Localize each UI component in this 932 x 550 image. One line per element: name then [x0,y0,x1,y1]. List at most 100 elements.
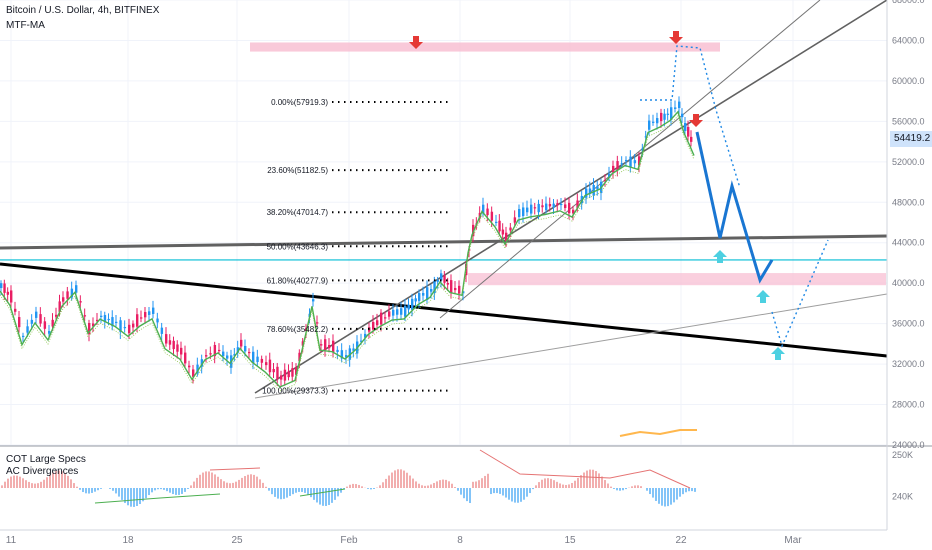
candle-body [340,350,344,359]
candle-body [588,188,592,194]
candle-body [295,367,298,375]
time-tick-label: 18 [122,535,134,546]
price-tick-label: 60000.0 [892,76,925,86]
resistance-zone [250,42,720,52]
symbol-title: Bitcoin / U.S. Dollar, 4h, BITFINEX [6,5,160,16]
candle-body [0,283,3,288]
candle-body [22,335,25,338]
candle-body [123,326,127,329]
candle-body [236,347,240,353]
candle-body [526,207,529,213]
candle-body [364,333,367,338]
buy-arrow-icon [771,347,785,360]
candle-body [172,340,175,350]
candle-body [545,203,548,211]
candle-body [592,184,595,196]
price-tick-label: 44000.0 [892,238,925,248]
fib-level-label: 50.00%(43646.3) [267,242,329,251]
candle-body [687,127,690,137]
candle-body [458,285,461,294]
candle-body [268,359,272,373]
candle-body [260,358,264,363]
candle-body [400,308,403,315]
candle-body [265,362,268,366]
candle-body [48,330,51,334]
candle-body [248,351,251,354]
candle-body [226,355,229,359]
lower-channel-line [254,293,888,399]
candle-body [92,323,95,327]
candle-body [58,301,61,312]
candle-body [490,211,494,221]
candle-body [454,287,457,291]
price-tick-label: 52000.0 [892,157,925,167]
price-tick-label: 40000.0 [892,278,925,288]
candle-body [440,273,443,281]
indicator-label: MTF-MA [6,20,45,31]
candle-body [276,366,279,380]
last-price-tag: 54419.2 [890,131,932,147]
candle-body [148,311,151,315]
candle-body [509,227,512,231]
candle-body [107,318,110,321]
candle-body [188,365,191,368]
candle-body [620,163,624,165]
sell-arrow-icon [409,36,423,49]
horizontal-trendline [0,234,888,250]
price-tick-label: 48000.0 [892,197,925,207]
candle-body [10,290,13,303]
candle-body [55,314,58,317]
cot-tick-label: 240K [892,492,913,502]
price-tick-label: 28000.0 [892,400,925,410]
projection-path-dotted [640,45,741,189]
candle-body [360,340,363,342]
candle-body [505,232,508,242]
fib-level-label: 61.80%(40277.9) [267,276,329,285]
candle-body [332,340,335,353]
candle-body [616,161,619,171]
candle-body [604,180,607,182]
time-tick-label: 15 [564,535,576,546]
cot-line [619,429,697,437]
candle-body [51,319,54,327]
candle-body [39,314,42,324]
candle-body [556,203,559,206]
sell-arrow-icon [689,114,703,127]
candle-body [446,282,450,285]
candle-body [541,205,544,208]
candle-body [411,298,414,310]
candle-body [560,203,563,206]
candle-body [629,156,632,168]
candle-body [533,207,537,209]
candle-body [608,173,611,178]
candle-body [184,352,187,364]
candle-body [160,327,164,334]
buy-arrow-icon [756,290,770,303]
candle-body [678,101,681,109]
divergence-line [94,493,221,504]
candle-body [136,314,139,327]
sell-arrow-icon [669,31,683,44]
candle-body [663,113,666,120]
candle-body [414,298,417,302]
time-tick-label: 11 [6,535,17,546]
candle-body [345,355,348,358]
candle-body [576,200,579,209]
candle-body [641,148,644,151]
candle-body [291,368,294,377]
candle-body [352,348,355,351]
candle-body [83,315,87,317]
candle-body [376,320,379,326]
candle-body [596,186,599,190]
candle-body [312,299,315,302]
candle-body [443,275,446,283]
candle-body [96,319,99,322]
ac-label: AC Divergences [6,466,79,477]
candle-body [684,123,687,131]
candle-body [418,293,421,301]
candle-body [396,309,399,315]
candle-body [79,301,82,303]
fib-level-label: 23.60%(51182.5) [267,166,328,175]
